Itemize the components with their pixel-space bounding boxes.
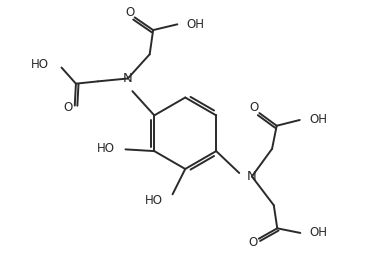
Text: OH: OH bbox=[309, 113, 327, 126]
Text: HO: HO bbox=[31, 58, 49, 71]
Text: N: N bbox=[247, 170, 257, 183]
Text: O: O bbox=[248, 236, 258, 249]
Text: HO: HO bbox=[145, 193, 163, 207]
Text: HO: HO bbox=[97, 142, 115, 155]
Text: O: O bbox=[249, 101, 259, 114]
Text: OH: OH bbox=[309, 227, 327, 239]
Text: OH: OH bbox=[186, 18, 205, 31]
Text: O: O bbox=[63, 101, 73, 114]
Text: N: N bbox=[123, 72, 133, 85]
Text: O: O bbox=[125, 6, 134, 19]
